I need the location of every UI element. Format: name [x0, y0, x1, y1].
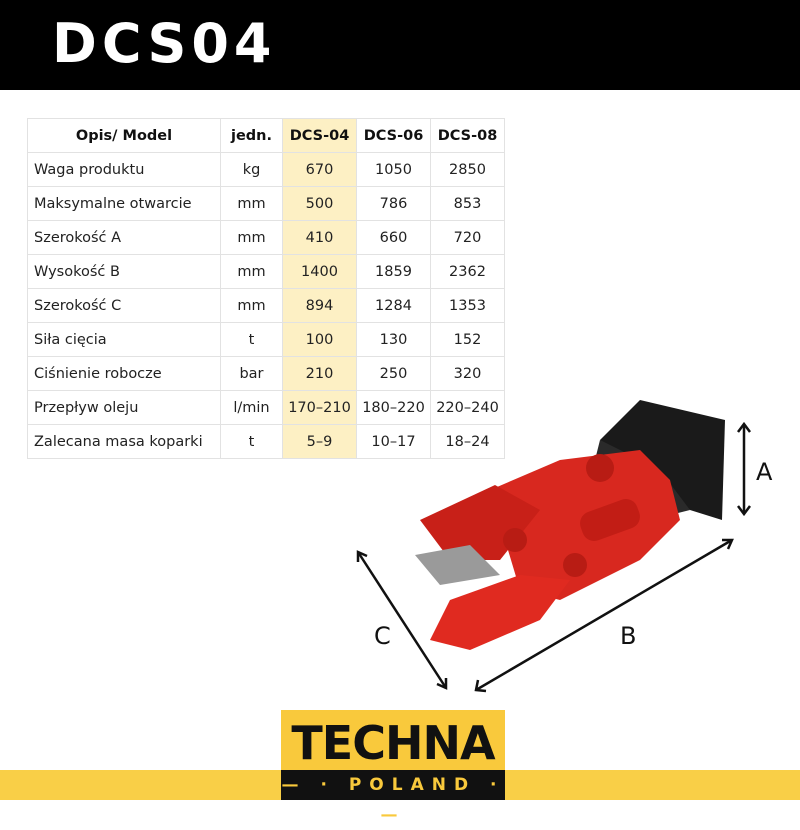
page-title: DCS04 — [52, 12, 277, 75]
shear-body — [415, 450, 680, 650]
logo-subtitle: — · POLAND · — — [281, 770, 505, 825]
table-cell: 670 — [282, 152, 357, 187]
table-cell: 1284 — [356, 288, 431, 323]
col-header: DCS-06 — [356, 118, 431, 153]
table-cell: 170–210 — [282, 390, 357, 425]
techna-logo: TECHNA — · POLAND · — — [281, 710, 505, 825]
dimension-a-label: A — [756, 458, 773, 486]
table-cell: 2850 — [430, 152, 505, 187]
col-header: Opis/ Model — [27, 118, 221, 153]
table-cell: Maksymalne otwarcie — [27, 186, 221, 221]
table-cell: mm — [220, 186, 283, 221]
table-cell: 180–220 — [356, 390, 431, 425]
table-cell: 2362 — [430, 254, 505, 289]
shear-illustration — [356, 400, 751, 693]
table-cell: 18–24 — [430, 424, 505, 459]
table-cell: Waga produktu — [27, 152, 221, 187]
dimension-c-label: C — [374, 622, 391, 650]
dimension-b-label: B — [620, 622, 637, 650]
table-cell: 220–240 — [430, 390, 505, 425]
table-cell: 320 — [430, 356, 505, 391]
table-row: Ciśnienie robocze bar 210 250 320 — [27, 356, 505, 391]
table-cell: 1859 — [356, 254, 431, 289]
table-cell: t — [220, 424, 283, 459]
table-cell: 1400 — [282, 254, 357, 289]
table-row: Zalecana masa koparki t 5–9 10–17 18–24 — [27, 424, 505, 459]
table-cell: 10–17 — [356, 424, 431, 459]
table-row: Maksymalne otwarcie mm 500 786 853 — [27, 186, 505, 221]
table-row: Waga produktu kg 670 1050 2850 — [27, 152, 505, 187]
table-cell: 853 — [430, 186, 505, 221]
table-cell: 5–9 — [282, 424, 357, 459]
table-cell: 152 — [430, 322, 505, 357]
table-cell: 894 — [282, 288, 357, 323]
table-cell: t — [220, 322, 283, 357]
dimension-b-arrow — [475, 538, 733, 692]
table-cell: 786 — [356, 186, 431, 221]
table-cell: l/min — [220, 390, 283, 425]
col-header: DCS-08 — [430, 118, 505, 153]
table-cell: Przepływ oleju — [27, 390, 221, 425]
table-cell: 410 — [282, 220, 357, 255]
dimension-c-arrow — [356, 551, 448, 689]
table-cell: 1050 — [356, 152, 431, 187]
table-cell: Zalecana masa koparki — [27, 424, 221, 459]
table-cell: Szerokość A — [27, 220, 221, 255]
table-header-row: Opis/ Model jedn. DCS-04 DCS-06 DCS-08 — [27, 118, 505, 153]
table-row: Przepływ oleju l/min 170–210 180–220 220–240 — [27, 390, 505, 425]
table-cell: mm — [220, 254, 283, 289]
table-cell: 250 — [356, 356, 431, 391]
table-cell: Szerokość C — [27, 288, 221, 323]
header-bar: DCS04 — [0, 0, 800, 90]
spec-table: Opis/ Model jedn. DCS-04 DCS-06 DCS-08 W… — [27, 118, 505, 459]
table-cell: 100 — [282, 322, 357, 357]
logo-wordmark: TECHNA — [291, 716, 495, 770]
dimension-arrows — [356, 421, 751, 693]
table-cell: Ciśnienie robocze — [27, 356, 221, 391]
